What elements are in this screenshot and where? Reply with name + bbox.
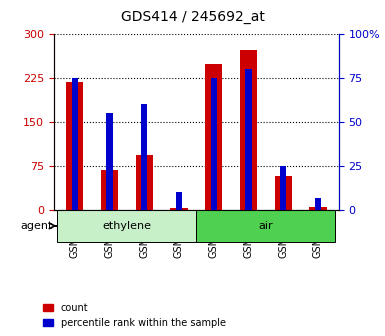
Bar xyxy=(211,78,217,210)
Bar xyxy=(101,170,118,210)
Text: ethylene: ethylene xyxy=(102,221,151,231)
Bar xyxy=(196,210,335,242)
Bar xyxy=(315,198,321,210)
Bar xyxy=(309,207,326,210)
Bar xyxy=(141,104,147,210)
Bar xyxy=(240,50,257,210)
Bar xyxy=(176,192,182,210)
Bar xyxy=(170,208,187,210)
Bar xyxy=(106,113,113,210)
Text: agent: agent xyxy=(21,221,53,231)
Bar xyxy=(205,64,223,210)
Bar xyxy=(275,176,292,210)
Bar xyxy=(245,69,251,210)
Bar xyxy=(280,166,286,210)
Bar xyxy=(72,78,78,210)
Bar xyxy=(57,210,196,242)
Bar xyxy=(136,155,153,210)
Legend: count, percentile rank within the sample: count, percentile rank within the sample xyxy=(44,303,226,328)
Text: GDS414 / 245692_at: GDS414 / 245692_at xyxy=(121,10,264,24)
Bar xyxy=(66,82,84,210)
Text: air: air xyxy=(258,221,273,231)
